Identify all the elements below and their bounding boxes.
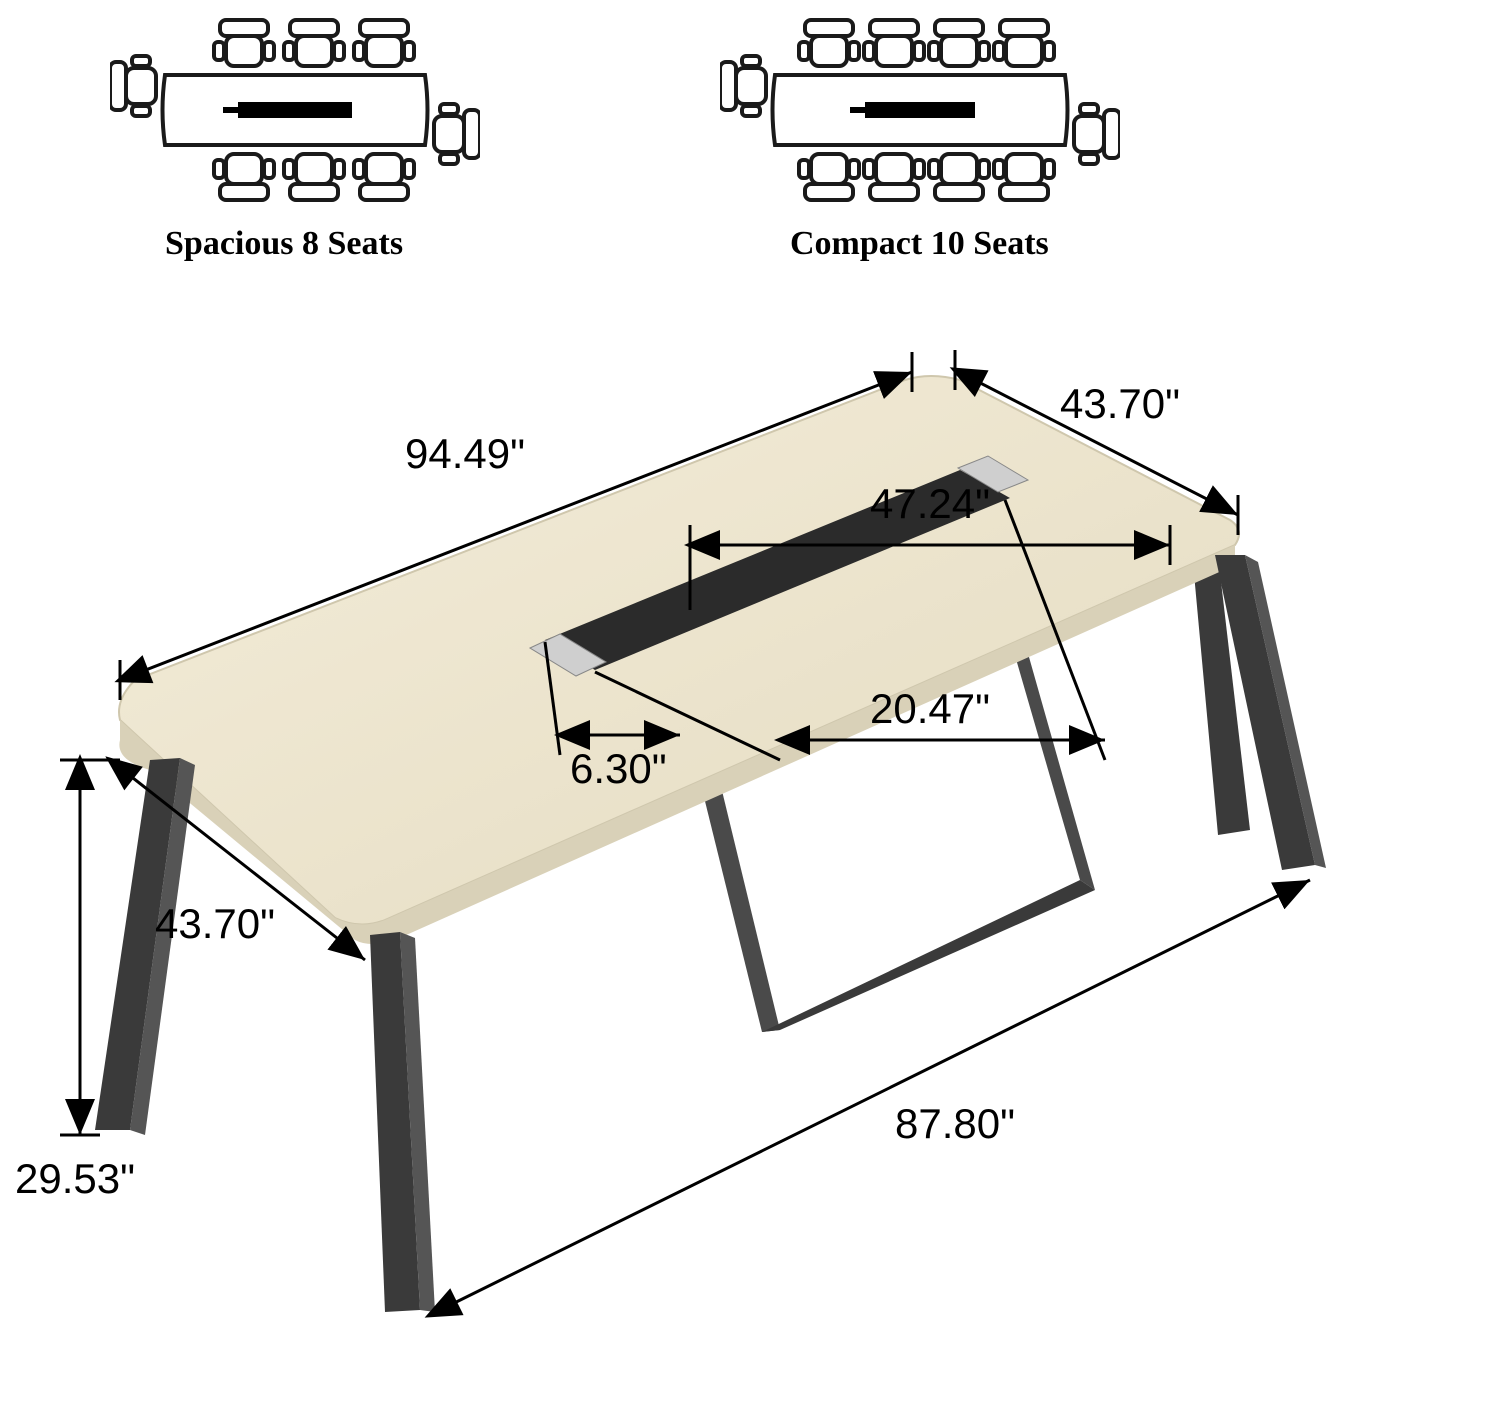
dim-width-top: 43.70" (1060, 380, 1180, 428)
table-drawing (0, 0, 1500, 1402)
dim-width-bottom: 43.70" (155, 900, 275, 948)
dim-inset-width: 6.30" (570, 745, 667, 793)
dim-base-length: 87.80" (895, 1100, 1015, 1148)
page: Spacious 8 Seats (0, 0, 1500, 1402)
dim-half-length: 47.24" (870, 480, 990, 528)
dim-inset-offset: 20.47" (870, 685, 990, 733)
dim-length-top: 94.49" (405, 430, 525, 478)
dim-height: 29.53" (15, 1155, 135, 1203)
